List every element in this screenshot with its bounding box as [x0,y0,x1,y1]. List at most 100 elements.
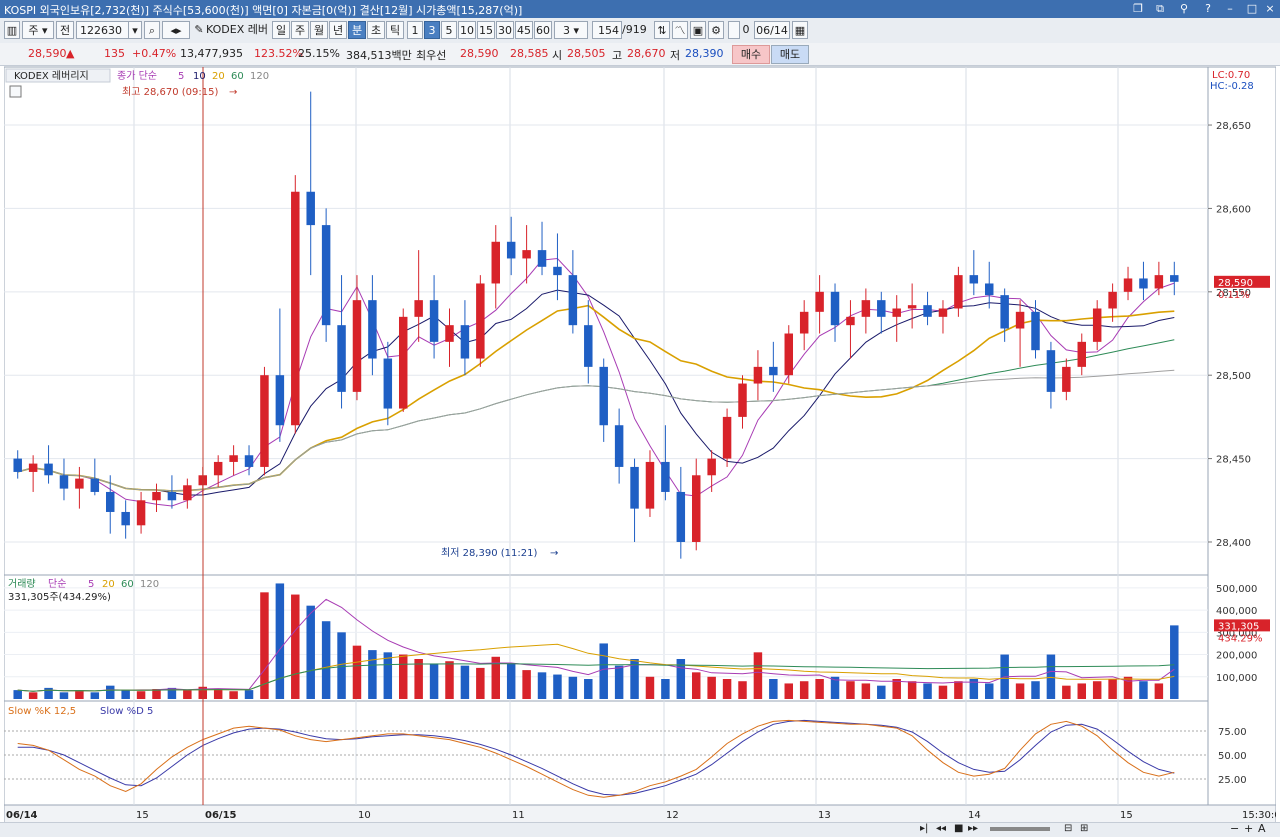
volume-bar [769,679,778,699]
candle-body [1000,295,1009,329]
interval-5[interactable]: 5 [441,21,457,39]
x-axis-label: 12 [666,810,679,821]
period-tick[interactable]: 틱 [386,21,404,39]
checkbox-label: 0 [742,23,750,36]
copy-window-icon[interactable]: ⧉ [1156,2,1164,15]
volume-bar [923,683,932,699]
lock-checkbox[interactable] [728,21,740,39]
period-month[interactable]: 월 [310,21,328,39]
table-icon[interactable] [9,85,22,98]
volume-bar [861,683,871,699]
layout-icon[interactable]: ▥ [4,21,20,39]
low-marker: 최저 28,390 (11:21) [441,547,537,559]
candle-body [183,485,192,501]
volume-bars [13,583,1179,699]
font-size-icon[interactable]: A [1258,822,1266,835]
interval-select[interactable]: 3 ▾ [554,21,588,39]
minimize-icon[interactable]: – [1227,2,1233,15]
sell-button[interactable]: 매도 [771,45,809,64]
zoom-out-icon[interactable]: ⊟ [1064,823,1073,834]
settings-icon[interactable]: ⚙ [708,21,724,39]
volume-bar [13,690,22,699]
high-marker: 최고 28,670 (09:15) [122,86,218,98]
current-price-pct: 0.11% [1218,290,1250,301]
candle-body [722,416,732,459]
trend-icon[interactable]: 〽 [672,21,688,39]
volume-bar [892,679,901,699]
sound-icon[interactable]: ◂▸ [162,21,190,39]
pin-icon[interactable]: ⚲ [1179,2,1189,15]
count-total: /919 [622,23,647,36]
scroll-next-icon[interactable]: ▸▸ [968,823,979,834]
candle-body [429,300,439,342]
chart-area[interactable]: KODEX 레버리지 종가 단순 5 10 20 60 120 최고 28,67… [4,66,1276,824]
plus-icon[interactable]: + [1244,822,1254,835]
period-day[interactable]: 일 [272,21,290,39]
candle-body [275,375,285,426]
stochastic-lines [17,719,1175,798]
interval-10[interactable]: 10 [458,21,476,39]
maximize-icon[interactable]: □ [1246,2,1258,15]
volume-bar [506,663,516,699]
code-input[interactable]: 122630 [76,21,142,39]
period-week[interactable]: 주 [291,21,309,39]
price-tick-label: 28,550 [1216,288,1251,299]
period-minute[interactable]: 분 [348,21,366,39]
zoom-in-icon[interactable]: ⊞ [1080,823,1089,834]
interval-30[interactable]: 30 [496,21,514,39]
candle-body [121,511,130,526]
save-icon[interactable]: ▣ [690,21,706,39]
stoch-panel[interactable] [4,700,1209,806]
volume-bar [753,652,763,699]
period-select[interactable]: 주 ▾ [22,21,54,39]
jeon-button[interactable]: 전 [56,21,74,39]
period-year[interactable]: 년 [329,21,347,39]
interval-3[interactable]: 3 [424,21,440,39]
count-input[interactable]: 154 [592,21,622,39]
volume-bar [568,676,578,699]
volume-bar [105,685,115,699]
date-input[interactable]: 06/14 [754,21,790,39]
interval-60[interactable]: 60 [534,21,552,39]
x-axis-label: 11 [512,810,525,821]
candle-body [1031,311,1040,351]
search-icon[interactable]: ⌕ [144,21,160,39]
stoch-d-line [17,719,1175,796]
code-dropdown-icon[interactable]: ▾ [128,21,142,39]
calendar-icon[interactable]: ▦ [792,21,808,39]
high-label: 고 [612,49,623,62]
scroll-prev-icon[interactable]: ◂◂ [936,823,947,834]
interval-1[interactable]: 1 [407,21,423,39]
candle-body [90,478,100,492]
volume-bar [537,672,547,699]
interval-15[interactable]: 15 [477,21,495,39]
scroll-first-icon[interactable]: ▸| [920,823,929,834]
help-icon[interactable]: ? [1205,2,1211,15]
candle-body [476,283,485,359]
current-volume-pct: 434.29% [1218,633,1263,644]
restore-icon[interactable]: ❐ [1133,2,1143,15]
pen-icon[interactable]: ✎ [194,23,204,36]
stoch-k-label: Slow %K 12,5 [8,706,76,717]
volume-bar [337,632,346,699]
volume-bar [429,663,439,699]
close-icon[interactable]: × [1265,2,1275,15]
stop-icon[interactable]: ■ [954,823,964,834]
ma-10-label: 10 [193,71,206,82]
x-axis-labels: 06/14 15 06/15 10 11 12 13 14 15 15:30:00 [6,810,1276,821]
zoom-slider[interactable] [990,827,1050,831]
volume-bar [938,685,948,699]
minus-icon[interactable]: − [1230,822,1240,835]
candle-body [877,300,886,317]
compare-icon[interactable]: ⇅ [654,21,670,39]
period-second[interactable]: 초 [367,21,385,39]
y-axis-panel [1207,66,1276,806]
ma-5-line [17,257,1175,507]
x-axis-panel [4,804,1276,824]
stoch-tick-label: 50.00 [1218,751,1247,762]
current-price-tag-text: 28,590 [1218,278,1253,289]
interval-45[interactable]: 45 [515,21,533,39]
volume-bar [1154,683,1164,699]
buy-button[interactable]: 매수 [732,45,770,64]
candle-body [291,191,300,426]
